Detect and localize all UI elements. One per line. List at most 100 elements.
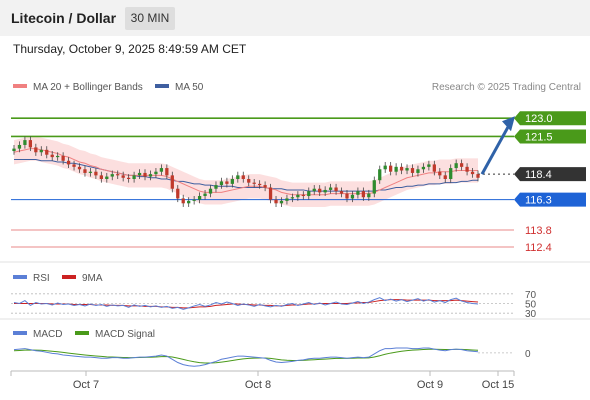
candle xyxy=(236,171,240,183)
candle xyxy=(378,165,382,184)
candle xyxy=(312,185,316,195)
candle xyxy=(247,175,251,187)
legend-ma50-swatch xyxy=(155,84,169,88)
candle xyxy=(252,179,256,188)
candle-body xyxy=(208,188,213,194)
projection-arrowhead xyxy=(502,116,515,132)
candle xyxy=(459,159,464,171)
candle xyxy=(214,181,218,193)
legend-macd-label: MACD xyxy=(33,329,62,340)
candle-body xyxy=(50,154,54,158)
level-tag-121.5 xyxy=(514,129,586,144)
candle xyxy=(230,175,234,188)
candle xyxy=(334,183,338,195)
candle xyxy=(421,163,426,173)
candle xyxy=(258,180,262,189)
candle xyxy=(285,194,289,205)
legend-rsi-swatch xyxy=(13,275,27,279)
candle xyxy=(470,168,475,178)
level-label-121.5: 121.5 xyxy=(525,131,553,143)
candle xyxy=(318,185,322,197)
candle-body xyxy=(378,169,382,181)
candle xyxy=(350,191,355,203)
candle-body xyxy=(263,185,267,188)
candle xyxy=(192,196,196,205)
candle xyxy=(449,164,453,183)
candle-body xyxy=(274,199,278,204)
candle-body xyxy=(307,191,311,197)
candle-body xyxy=(83,169,87,173)
candle-body xyxy=(328,187,333,190)
macd-tick-label: 0 xyxy=(525,349,531,360)
rsi-line xyxy=(13,297,479,310)
candle xyxy=(361,187,366,201)
timestamp: Thursday, October 9, 2025 8:49:59 AM CET xyxy=(13,42,247,56)
candle-body xyxy=(312,188,316,192)
candle xyxy=(126,174,131,183)
candle-body xyxy=(399,166,404,171)
candle xyxy=(203,189,207,200)
candle-body xyxy=(72,164,76,167)
candle-body xyxy=(39,149,43,153)
candle-body xyxy=(110,174,114,177)
candle xyxy=(427,160,431,171)
candle xyxy=(159,164,164,176)
candle xyxy=(323,186,327,197)
candle-body xyxy=(241,175,245,179)
candle-body xyxy=(247,179,251,183)
ma20-line xyxy=(13,148,478,196)
candle-body xyxy=(12,148,16,152)
candle xyxy=(367,189,371,201)
candle xyxy=(197,192,202,204)
projection-arrow xyxy=(480,116,515,175)
level-label-113.8: 113.8 xyxy=(525,225,552,237)
candle xyxy=(454,159,458,172)
x-axis-label: Oct 15 xyxy=(482,379,514,391)
ma50-line xyxy=(14,159,478,192)
timeframe-button[interactable]: 30 MIN xyxy=(125,7,175,30)
candle xyxy=(476,170,480,182)
candle-body xyxy=(301,194,305,197)
projection-line xyxy=(480,124,511,175)
candle xyxy=(50,151,54,161)
candle xyxy=(274,196,278,207)
instrument-title: Litecoin / Dollar xyxy=(11,10,117,26)
candle-body xyxy=(345,193,349,199)
candle-body xyxy=(427,164,431,167)
level-tag-123.0 xyxy=(514,111,586,126)
candle-body xyxy=(159,168,164,172)
candle xyxy=(465,163,469,176)
candle xyxy=(88,168,93,177)
candle-body xyxy=(389,165,393,172)
candle xyxy=(110,170,114,181)
candle-body xyxy=(230,179,234,184)
candle xyxy=(432,160,436,176)
candle xyxy=(94,168,98,179)
candle xyxy=(290,193,295,203)
candle-body xyxy=(88,171,93,173)
candle-body xyxy=(476,174,480,178)
candle-body xyxy=(323,189,327,193)
candle-body xyxy=(405,168,409,171)
candle xyxy=(187,197,191,207)
legend-ma20-swatch xyxy=(13,84,27,88)
candle-body xyxy=(367,193,371,198)
candle-body xyxy=(66,160,71,165)
chart-credit: Research © 2025 Trading Central xyxy=(432,82,581,93)
x-axis-label: Oct 9 xyxy=(417,379,443,391)
candle-body xyxy=(296,194,300,198)
candle-body xyxy=(132,175,136,179)
candle xyxy=(416,165,420,177)
candle-body xyxy=(410,168,415,173)
candle xyxy=(143,169,147,181)
candle xyxy=(176,185,180,203)
macd-legend: MACD MACD Signal xyxy=(13,329,155,340)
price-levels xyxy=(11,117,514,248)
level-label-118.4: 118.4 xyxy=(525,169,552,181)
candle xyxy=(12,144,16,155)
x-axis-label: Oct 7 xyxy=(73,379,99,391)
candle xyxy=(268,183,273,204)
candle-body xyxy=(339,191,344,194)
bollinger-band-fill xyxy=(14,136,478,207)
